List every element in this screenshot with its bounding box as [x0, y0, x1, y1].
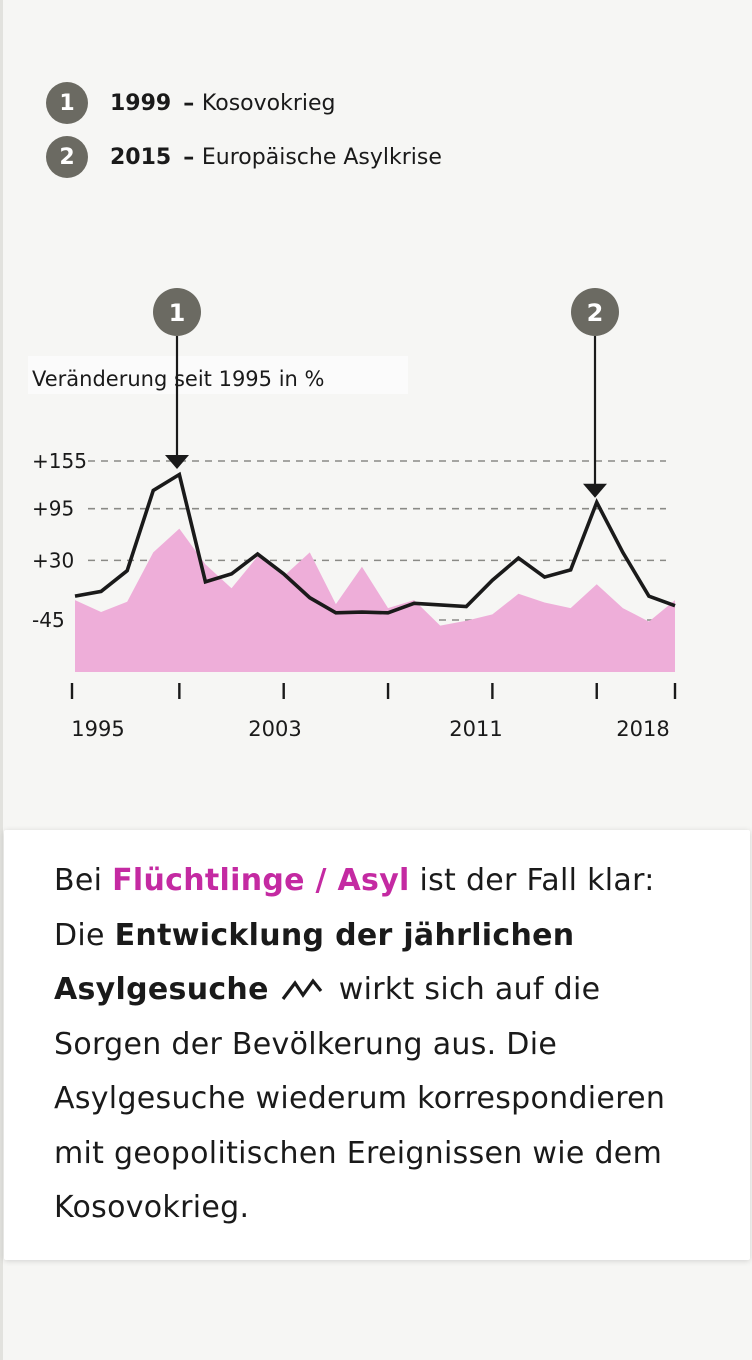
y-tick-label-1: +95	[32, 497, 74, 521]
legend-event-2: Europäische Asylkrise	[183, 145, 442, 170]
bold-phrase: Entwicklung der jährlichen Asylgesuche	[54, 917, 575, 1008]
x-tick-label-2003: 2003	[248, 717, 301, 741]
left-rule	[0, 0, 3, 1360]
line-series	[74, 471, 676, 615]
ylabel-background	[28, 356, 408, 394]
annotation-badge-label-1: 1	[169, 299, 186, 327]
x-tick-label-2011: 2011	[449, 717, 502, 741]
x-tick-label-2018: 2018	[616, 717, 669, 741]
legend-year-1: 1999	[110, 90, 172, 116]
legend-item-2: 2 2015 Europäische Asylkrise	[46, 136, 442, 178]
text-part-3: wirkt sich auf die Sorgen der Bevölkerun…	[54, 972, 666, 1225]
line-chart-icon	[281, 978, 322, 1000]
y-axis-label: Veränderung seit 1995 in %	[32, 367, 324, 391]
event-badge-2: 2	[46, 136, 88, 178]
annotation-arrowhead-1	[165, 455, 189, 469]
legend-year-2: 2015	[110, 144, 172, 170]
explanation-card: Bei Flüchtlinge / Asyl ist der Fall klar…	[4, 830, 750, 1260]
event-badge-1: 1	[46, 82, 88, 124]
event-legend: 1 1999 Kosovokrieg 2 2015 Europäische As…	[46, 82, 442, 192]
explanation-text: Bei Flüchtlinge / Asyl ist der Fall klar…	[54, 854, 714, 1236]
highlight-topic: Flüchtlinge / Asyl	[112, 863, 410, 898]
legend-event-1: Kosovokrieg	[183, 91, 336, 116]
area-series	[75, 528, 675, 672]
annotation-badge-label-2: 2	[587, 299, 604, 327]
text-part-2: ist der Fall klar: Die	[54, 863, 655, 953]
y-tick-label-3: -45	[32, 608, 65, 632]
y-tick-label-2: +30	[32, 548, 74, 572]
annotation-arrowhead-2	[583, 483, 607, 498]
y-tick-label-0: +155	[32, 449, 87, 473]
text-part-1: Bei	[54, 863, 113, 898]
x-tick-label-1995: 1995	[71, 717, 124, 741]
legend-item-1: 1 1999 Kosovokrieg	[46, 82, 442, 124]
asyl-chart: Veränderung seit 1995 in % +155 +95 +30 -45…	[28, 288, 677, 741]
annotation-badge-2	[571, 288, 619, 336]
annotation-badge-1	[153, 288, 201, 336]
